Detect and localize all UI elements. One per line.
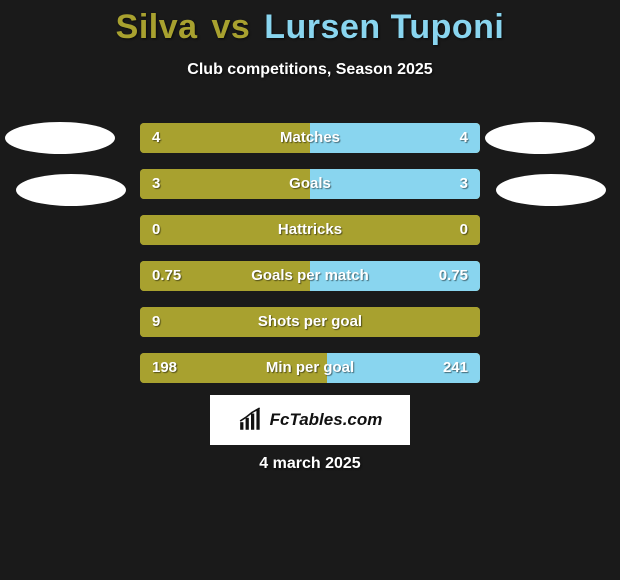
page-title: Silva vs Lursen Tuponi [0, 0, 620, 47]
stat-row: 198241Min per goal [140, 353, 480, 383]
stat-label: Matches [140, 123, 480, 153]
stat-row: 33Goals [140, 169, 480, 199]
stat-row: 44Matches [140, 123, 480, 153]
vs-text: vs [211, 8, 250, 46]
chart-icon [238, 407, 264, 433]
stat-label: Hattricks [140, 215, 480, 245]
date-text: 4 march 2025 [0, 455, 620, 473]
logo-text: FcTables.com [270, 410, 383, 430]
logo-box: FcTables.com [210, 395, 410, 445]
stat-row: 0.750.75Goals per match [140, 261, 480, 291]
avatar-placeholder-right-2 [496, 174, 606, 206]
subtitle: Club competitions, Season 2025 [0, 61, 620, 79]
stat-row: 9Shots per goal [140, 307, 480, 337]
avatar-placeholder-right-1 [485, 122, 595, 154]
stat-row: 00Hattricks [140, 215, 480, 245]
stat-label: Min per goal [140, 353, 480, 383]
avatar-placeholder-left-1 [5, 122, 115, 154]
avatar-placeholder-left-2 [16, 174, 126, 206]
stats-container: 44Matches 33Goals 00Hattricks 0.750.75Goals… [140, 123, 480, 399]
stat-label: Goals per match [140, 261, 480, 291]
player2-name: Lursen Tuponi [264, 8, 504, 46]
stat-label: Goals [140, 169, 480, 199]
stat-label: Shots per goal [140, 307, 480, 337]
player1-name: Silva [116, 8, 198, 46]
